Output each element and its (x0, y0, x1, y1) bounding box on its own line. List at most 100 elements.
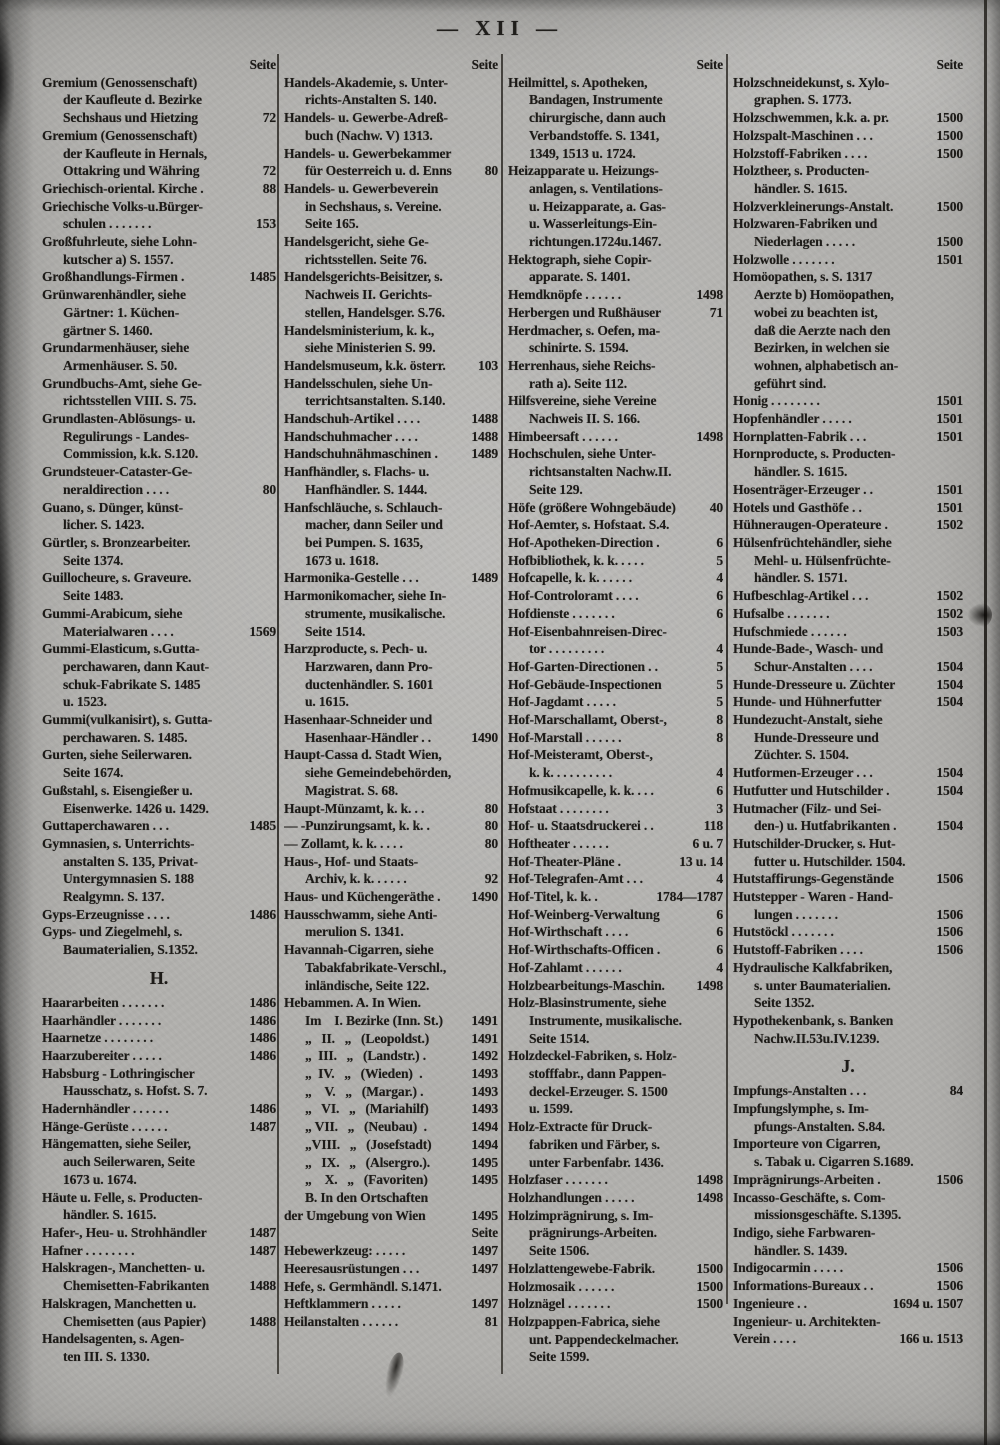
entry-text: Hutstöckl . . . . . . . (733, 924, 834, 940)
entry-text: Guillocheure, s. Graveure. (42, 570, 192, 586)
entry-text: Impfungslymphe, s. Im- (733, 1101, 869, 1117)
entry-text: Hadernhändler . . . . . . (42, 1101, 169, 1117)
entry-text: Hafner . . . . . . . . (42, 1242, 135, 1258)
index-entry-line: Hof-Apotheken-Direction . 6 (508, 534, 723, 552)
entry-text: Hof-Aemter, s. Hofstaat. S.4. (508, 517, 670, 533)
index-entry-line: unter Farbenfabr. 1436. (508, 1154, 723, 1172)
index-entry-line: Hilfsvereine, siehe Vereine (508, 392, 723, 410)
index-entry-line: Hofbibliothek, k. k. . . . . 5 (508, 552, 723, 570)
page-number: 103 (478, 357, 498, 373)
index-entry-line: Herbergen und Rußhäuser 71 (508, 304, 723, 322)
entry-text: Hypothekenbank, s. Banken (733, 1012, 894, 1028)
page-number: 1502 (936, 517, 963, 533)
entry-text: Holzimprägnirung, s. Im- (508, 1207, 654, 1223)
page-number: 5 (716, 658, 723, 674)
index-entry-line: Heeresausrüstungen . . . 1497 (284, 1260, 498, 1278)
index-entry-line: Eisenwerke. 1426 u. 1429. (42, 800, 276, 818)
entry-text: Hänge-Gerüste . . . . . . (42, 1118, 168, 1134)
page-number: 71 (709, 304, 723, 320)
page-number: 1503 (936, 623, 963, 639)
index-entry-line: Informations-Bureaux . . 1506 (733, 1277, 963, 1295)
entry-text: Sechshaus und Hietzing (63, 110, 198, 126)
entry-text: Seite 1514. (529, 1030, 590, 1046)
entry-text: Verein . . . . (733, 1331, 796, 1347)
page-number: 1500 (936, 198, 963, 214)
page-number: 6 u. 7 (692, 835, 723, 851)
page-number: 1498 (696, 428, 723, 444)
seite-column-header: Seite (508, 56, 723, 74)
entry-text: Indigocarmin . . . . . (733, 1260, 843, 1276)
index-entry-line: tor . . . . . . . . . 4 (508, 640, 723, 658)
entry-text: Hutstoff-Fabriken . . . . (733, 942, 863, 958)
entry-text: Hasenhaar-Schneider und (284, 712, 432, 728)
index-entry-line: für Oesterreich u. d. Enns 80 (284, 162, 498, 180)
entry-text: Hebammen. A. In Wien. (284, 995, 421, 1011)
index-entry-line: merulion S. 1341. (284, 923, 498, 941)
entry-text: Untergymnasien S. 188 (63, 871, 194, 887)
page-number: 1502 (936, 605, 963, 621)
entry-text: Guano, s. Dünger, künst- (42, 499, 183, 515)
index-entry-line: Holzlattengewebe-Fabrik. 1500 (508, 1260, 723, 1278)
page-number: 1492 (471, 1048, 498, 1064)
entry-text: Indigo, siehe Farbwaren- (733, 1225, 876, 1240)
entry-text: Regulirungs - Landes- (63, 428, 190, 444)
page-number: 1506 (936, 942, 963, 958)
entry-text: Handels- u. Gewerbekammer (284, 145, 452, 161)
entry-text: „ VI. „ (Mariahilf) (305, 1101, 429, 1117)
entry-text: Seite 1674. (63, 765, 124, 781)
index-entry-line: Seite 1374. (42, 552, 276, 570)
entry-text: Seite (471, 1225, 498, 1241)
entry-text: missionsgeschäfte. S.1395. (754, 1207, 902, 1223)
index-entry-line: Haupt-Münzamt, k. k. . . 80 (284, 800, 498, 818)
index-entry-line: Impfungs-Anstalten . . . 84 (733, 1082, 963, 1100)
index-entry-line: Guttaperchawaren . . . 1485 (42, 817, 276, 835)
entry-text: richtsstellen. Seite 76. (305, 251, 427, 267)
index-entry-line: Handelsagenten, s. Agen- (42, 1330, 276, 1348)
entry-text: Haararbeiten . . . . . . . (42, 994, 165, 1010)
entry-text: Heftklammern . . . . . (284, 1296, 401, 1312)
index-entry-line: Hufschmiede . . . . . . 1503 (733, 623, 963, 641)
entry-text: u. 1615. (305, 694, 349, 710)
page-number: 1494 (471, 1119, 498, 1135)
page-number: 1487 (249, 1225, 276, 1240)
index-entry-line: „ IX. „ (Alsergro.). 1495 (284, 1154, 498, 1172)
page-number: 4 (716, 959, 723, 975)
entry-text: Gremium (Genossenschaft) (42, 74, 198, 90)
index-entry-line: pfungs-Anstalten. S.84. (733, 1118, 963, 1136)
index-entry-line: Holzfaser . . . . . . . 1498 (508, 1171, 723, 1189)
page-number: 84 (949, 1083, 963, 1099)
entry-text: Hof-Meisteramt, Oberst-, (508, 747, 653, 763)
page-number: 6 (716, 588, 723, 604)
entry-text: Ingenieure . . (733, 1295, 807, 1311)
index-entry-line: Niederlagen . . . . . 1500 (733, 233, 963, 251)
entry-text: Hutmacher (Filz- und Sei- (733, 800, 882, 816)
index-entry-line: Aerzte b) Homöopathen, (733, 286, 963, 304)
index-entry-line: Hülsenfrüchtehändler, siehe (733, 534, 963, 552)
page-number: 1493 (471, 1083, 498, 1099)
scan-artifact (0, 480, 16, 740)
entry-text: Seite 1514. (305, 623, 366, 639)
page-number: 1506 (936, 1278, 963, 1294)
page-number: 1487 (249, 1242, 276, 1258)
index-entry-line: Haararbeiten . . . . . . . 1486 (42, 994, 276, 1012)
entry-text: inländische, Seite 122. (305, 977, 430, 993)
page-number: 1500 (696, 1260, 723, 1276)
entry-text: wobei zu beachten ist, (754, 304, 878, 320)
index-entry-line: Holz-Extracte für Druck- (508, 1118, 723, 1136)
entry-text: Großhandlungs-Firmen . (42, 269, 185, 285)
page-number: 153 (256, 216, 276, 232)
entry-text: Hofdienste . . . . . . . (508, 605, 615, 621)
index-entry-line: Commission, k.k. S.120. (42, 445, 276, 463)
entry-text: Hektograph, siehe Copir- (508, 251, 652, 267)
index-entry-line: händler. S. 1615. (733, 180, 963, 198)
entry-text: Hunde-Bade-, Wasch- und (733, 641, 884, 657)
entry-text: Haus-, Hof- und Staats- (284, 853, 419, 869)
page-number: 13 u. 14 (679, 853, 723, 869)
entry-text: stofffabr., dann Pappen- (529, 1066, 667, 1082)
index-entry-line: Handschuh-Artikel . . . . 1488 (284, 410, 498, 428)
entry-text: daß die Aerzte nach den (754, 322, 891, 338)
entry-text: Handelsschulen, siehe Un- (284, 375, 433, 391)
entry-text: 1673 u. 1674. (63, 1171, 137, 1187)
page-number: 1490 (471, 889, 498, 905)
